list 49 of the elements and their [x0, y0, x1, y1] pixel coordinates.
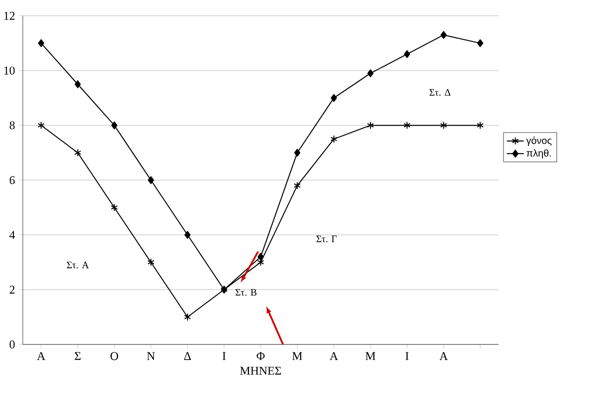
point — [294, 182, 301, 190]
point — [330, 135, 338, 144]
point — [184, 313, 191, 322]
point — [366, 122, 374, 130]
y-tick-label: 6 — [10, 176, 15, 184]
point — [111, 122, 118, 130]
y-tick-label: 4 — [9, 231, 15, 240]
point — [74, 80, 81, 88]
point — [367, 70, 374, 78]
point — [294, 149, 300, 157]
y-tick-label: 10 — [4, 66, 15, 75]
x-tick-label: Ι — [222, 352, 226, 360]
point — [404, 50, 410, 58]
point — [147, 258, 154, 266]
legend-label: γόνος — [526, 136, 552, 146]
point — [258, 253, 264, 261]
point — [38, 122, 45, 130]
point — [74, 149, 82, 157]
point — [184, 231, 191, 240]
x-tick-label: Φ — [256, 352, 265, 360]
y-tick-label: 2 — [10, 286, 14, 294]
y-tick-label: 12 — [4, 12, 14, 20]
point — [440, 122, 448, 130]
annotation: Στ. Β — [235, 289, 256, 296]
x-tick-label: Ι — [406, 352, 409, 360]
point — [330, 94, 337, 102]
y-tick-label: 0 — [10, 340, 15, 349]
legend-label: πληθ. — [526, 150, 551, 159]
point — [477, 39, 484, 48]
point — [476, 122, 484, 130]
annotation: Στ. Δ — [430, 89, 450, 96]
x-tick-label: Α — [439, 352, 448, 360]
x-tick-label: Μ — [292, 352, 302, 360]
x-tick-label: Δ — [184, 352, 191, 360]
point — [148, 176, 154, 184]
point — [440, 31, 447, 40]
x-tick-label: Μ — [366, 352, 376, 360]
annotation: Στ. Γ — [316, 236, 337, 243]
point — [404, 122, 411, 130]
annotation: Στ. Α — [66, 262, 89, 269]
x-tick-label: Σ — [74, 352, 81, 360]
point — [110, 204, 118, 212]
x-tick-label: Α — [330, 352, 338, 360]
x-tick-label: Α — [36, 352, 46, 360]
x-tick-label: Ν — [146, 352, 155, 360]
x-axis-title: ΜΗΝΕΣ — [240, 367, 281, 375]
point — [38, 39, 44, 48]
y-tick-label: 8 — [10, 122, 15, 130]
x-tick-label: Ο — [110, 352, 118, 360]
